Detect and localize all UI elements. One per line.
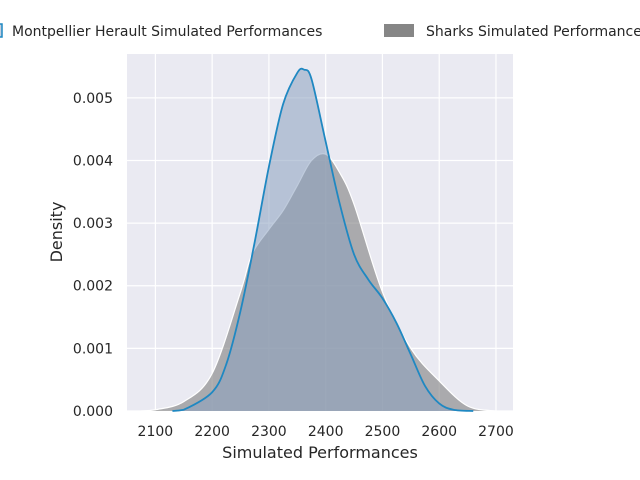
y-tick-label: 0.003: [73, 216, 113, 232]
legend-label-montpellier: Montpellier Herault Simulated Performanc…: [12, 24, 322, 40]
legend-swatch-sharks: [384, 24, 414, 37]
montpellier-density-line: [172, 67, 474, 412]
x-tick-label: 2100: [138, 424, 174, 440]
y-tick-label: 0.002: [73, 279, 113, 295]
x-axis-label: Simulated Performances: [222, 443, 418, 462]
y-tick-label: 0.001: [73, 341, 113, 357]
x-tick-label: 2600: [421, 424, 457, 440]
legend-label-sharks: Sharks Simulated Performances: [426, 24, 640, 40]
x-tick-label: 2500: [365, 424, 401, 440]
montpellier-density-fill: [172, 68, 474, 411]
density-areas: [141, 67, 497, 412]
legend: Montpellier Herault Simulated Performanc…: [0, 23, 640, 40]
y-tick-labels: 0.000 0.001 0.002 0.003 0.004 0.005: [73, 91, 113, 420]
legend-swatch-montpellier: [0, 23, 3, 38]
y-axis-label: Density: [47, 202, 66, 263]
x-tick-label: 2700: [478, 424, 514, 440]
y-tick-label: 0.005: [73, 91, 113, 107]
x-tick-label: 2200: [194, 424, 230, 440]
x-tick-label: 2300: [251, 424, 287, 440]
y-tick-label: 0.004: [73, 153, 113, 169]
y-tick-label: 0.000: [73, 404, 113, 420]
x-tick-labels: 2100 2200 2300 2400 2500 2600 2700: [138, 424, 514, 440]
x-tick-label: 2400: [308, 424, 344, 440]
